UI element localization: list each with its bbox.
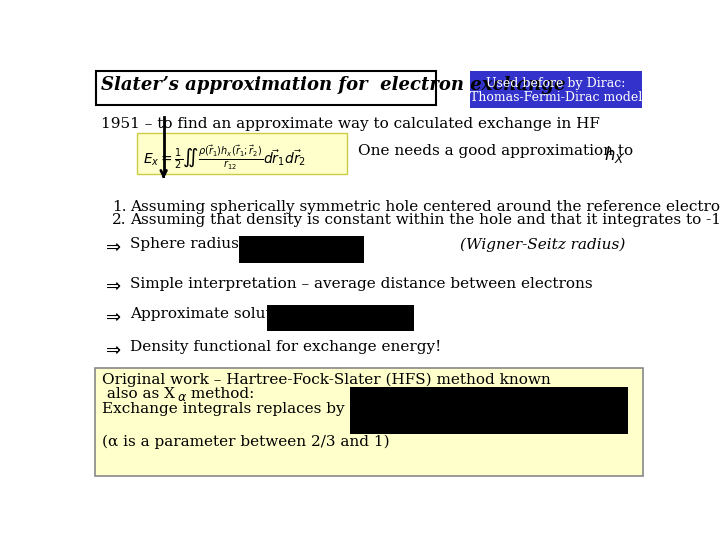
FancyBboxPatch shape — [94, 368, 644, 476]
Text: Original work – Hartree-Fock-Slater (HFS) method known: Original work – Hartree-Fock-Slater (HFS… — [102, 373, 551, 387]
FancyBboxPatch shape — [469, 71, 642, 108]
Text: $\Rightarrow$: $\Rightarrow$ — [102, 307, 122, 325]
Text: $h_X$: $h_X$ — [604, 144, 624, 165]
Text: $\Rightarrow$: $\Rightarrow$ — [102, 237, 122, 255]
Text: 2.: 2. — [112, 213, 126, 227]
Text: Simple interpretation – average distance between electrons: Simple interpretation – average distance… — [130, 276, 593, 291]
Text: $\Rightarrow$: $\Rightarrow$ — [102, 340, 122, 359]
Text: $\alpha$: $\alpha$ — [177, 390, 187, 403]
Text: (α is a parameter between 2/3 and 1): (α is a parameter between 2/3 and 1) — [102, 434, 390, 449]
Text: also as X: also as X — [102, 387, 176, 401]
Text: Approximate solution:: Approximate solution: — [130, 307, 301, 321]
Text: Density functional for exchange energy!: Density functional for exchange energy! — [130, 340, 441, 354]
Text: (Wigner-Seitz radius): (Wigner-Seitz radius) — [461, 237, 626, 252]
Bar — [351, 387, 628, 434]
Text: Used before by Dirac:: Used before by Dirac: — [486, 77, 626, 90]
Text: 1.: 1. — [112, 200, 126, 213]
Bar — [239, 236, 364, 264]
Text: Slater’s approximation for  electron exchange: Slater’s approximation for electron exch… — [101, 76, 565, 93]
Text: Exchange integrals replaces by: Exchange integrals replaces by — [102, 402, 345, 416]
Text: 1951 – to find an approximate way to calculated exchange in HF: 1951 – to find an approximate way to cal… — [101, 117, 600, 131]
FancyBboxPatch shape — [137, 132, 347, 174]
Text: Assuming that density is constant within the hole and that it integrates to -1.: Assuming that density is constant within… — [130, 213, 720, 227]
Text: Assuming spherically symmetric hole centered around the reference electron.: Assuming spherically symmetric hole cent… — [130, 200, 720, 213]
Text: $E_x = \frac{1}{2}\iint\frac{\rho(\vec{r}_1)h_x(\vec{r}_1;\vec{r}_2)}{r_{12}}d\v: $E_x = \frac{1}{2}\iint\frac{\rho(\vec{r… — [143, 144, 306, 172]
Text: Thomas-Fermi-Dirac model: Thomas-Fermi-Dirac model — [469, 91, 642, 104]
Bar — [266, 305, 414, 331]
Text: One needs a good approximation to: One needs a good approximation to — [358, 144, 638, 158]
FancyBboxPatch shape — [96, 71, 436, 105]
Text: method:: method: — [186, 387, 254, 401]
Text: $\Rightarrow$: $\Rightarrow$ — [102, 276, 122, 294]
Text: Sphere radius: Sphere radius — [130, 237, 239, 251]
